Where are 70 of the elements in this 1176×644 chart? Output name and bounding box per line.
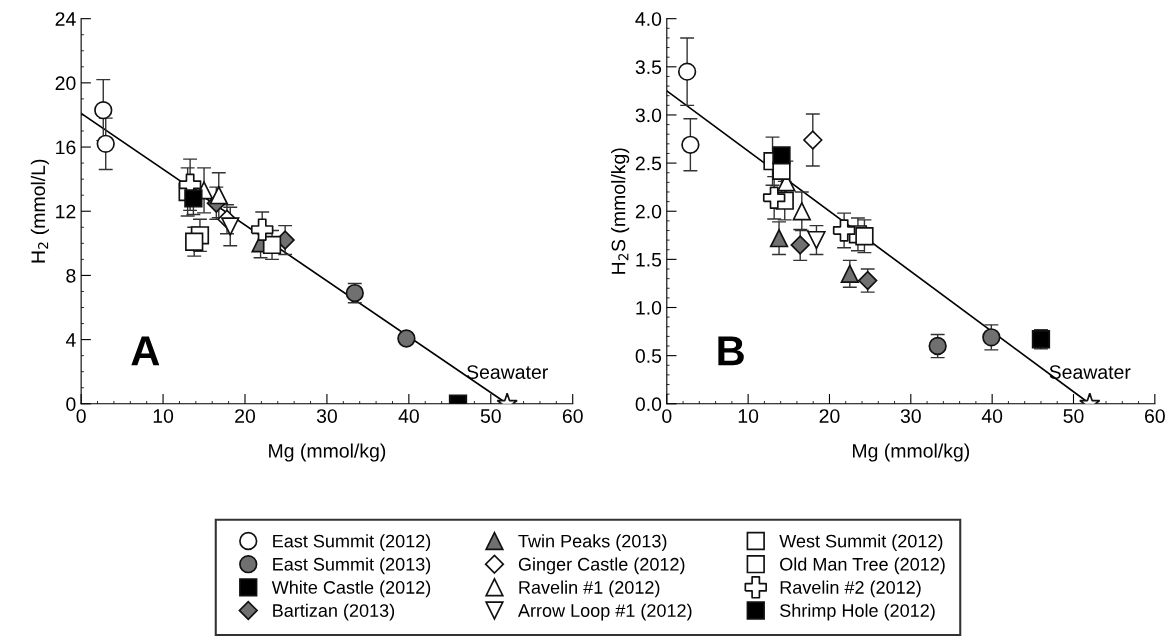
x-tick-label: 30 — [900, 409, 921, 423]
annotation: A — [131, 336, 160, 366]
x-tick-label: 60 — [1145, 409, 1165, 423]
legend-label: Shrimp Hole (2012) — [780, 603, 935, 621]
annotation: B — [718, 336, 744, 366]
point — [832, 219, 856, 242]
point — [221, 217, 240, 236]
legend-label: Ravelin #1 (2012) — [519, 580, 660, 598]
point — [762, 186, 786, 210]
y-tick-label: 16 — [56, 140, 76, 155]
legend-label: Old Man Tree (2012) — [780, 557, 945, 575]
legend-label: White Castle (2012) — [271, 580, 431, 598]
x-tick-label: 60 — [562, 409, 583, 423]
point — [840, 264, 859, 283]
x-tick-label: 10 — [738, 409, 759, 423]
point — [982, 328, 1001, 347]
y-tick-label: 24 — [55, 12, 76, 26]
y-tick-label: 1.5 — [636, 253, 662, 267]
legend-label: Twin Peaks (2013) — [518, 534, 667, 552]
annotation: Seawater — [466, 365, 548, 379]
x-tick-label: 0 — [662, 409, 672, 423]
legend-label: Arrow Loop #1 (2012) — [517, 603, 692, 621]
legend-label: Ginger Castle (2012) — [518, 557, 685, 575]
legend-label: East Summit (2012) — [273, 534, 431, 552]
point — [681, 135, 700, 154]
point — [677, 62, 697, 81]
y-tick-label: 3.5 — [635, 60, 662, 75]
point — [769, 229, 789, 248]
legend-label: Bartizan (2013) — [273, 603, 395, 621]
y-tick-label: 12 — [56, 204, 76, 219]
y-tick-label: 0.0 — [635, 397, 662, 412]
point — [792, 202, 811, 221]
point — [803, 130, 823, 150]
point — [209, 186, 228, 205]
y-tick-label: 2.5 — [635, 156, 662, 171]
y-tick-label: 0.5 — [635, 349, 662, 363]
x-axis-title: Mg (mmol/kg) — [853, 443, 970, 462]
x-axis-title: Mg (mmol/kg) — [269, 443, 386, 462]
point — [96, 134, 115, 154]
y-axis-title: H$_{2}$ (mmol/L) — [30, 159, 49, 263]
y-tick-label: 2.0 — [635, 204, 662, 219]
annotation: Seawater — [1049, 365, 1131, 379]
point — [790, 235, 810, 255]
x-tick-label: 40 — [981, 409, 1003, 423]
point — [807, 230, 826, 250]
x-tick-label: 50 — [480, 409, 501, 423]
x-tick-label: 0 — [76, 409, 86, 423]
legend-label: East Summit (2013) — [273, 557, 431, 575]
x-tick-label: 50 — [1063, 409, 1084, 423]
x-tick-label: 10 — [153, 409, 174, 423]
x-tick-label: 20 — [819, 409, 840, 423]
legend-label: West Summit (2012) — [779, 534, 943, 552]
y-tick-label: 20 — [55, 76, 76, 91]
y-tick-label: 4.0 — [635, 12, 662, 26]
y-axis-title: H$_{2}$S (mmol/kg) — [611, 148, 630, 274]
point — [250, 218, 274, 241]
point — [185, 232, 204, 251]
x-tick-label: 40 — [398, 409, 419, 423]
point — [94, 100, 113, 120]
y-tick-label: 3.0 — [635, 108, 662, 123]
x-tick-label: 30 — [316, 409, 337, 423]
y-tick-label: 4 — [65, 333, 76, 347]
x-tick-label: 20 — [235, 409, 256, 423]
point — [397, 329, 416, 348]
point — [262, 235, 282, 255]
point — [772, 146, 791, 165]
y-tick-label: 0 — [66, 397, 76, 412]
legend-label: Ravelin #2 (2012) — [780, 580, 921, 598]
y-tick-label: 1.0 — [636, 300, 662, 315]
y-tick-label: 8 — [66, 268, 76, 283]
